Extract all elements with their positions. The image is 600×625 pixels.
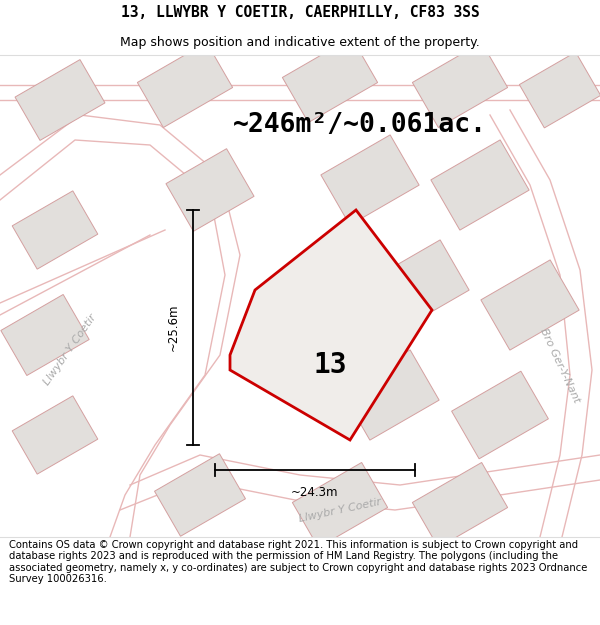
Polygon shape — [341, 350, 439, 440]
Polygon shape — [412, 462, 508, 548]
Text: Llwybr Y Coetir: Llwybr Y Coetir — [298, 496, 382, 524]
Polygon shape — [166, 149, 254, 231]
Text: Map shows position and indicative extent of the property.: Map shows position and indicative extent… — [120, 36, 480, 49]
Text: 13: 13 — [313, 351, 347, 379]
Polygon shape — [431, 140, 529, 230]
Polygon shape — [292, 462, 388, 548]
Polygon shape — [321, 135, 419, 225]
Text: ~246m²/~0.061ac.: ~246m²/~0.061ac. — [233, 112, 487, 138]
Text: Llwybr Y Coetir: Llwybr Y Coetir — [42, 312, 98, 388]
Text: ~24.3m: ~24.3m — [291, 486, 339, 499]
Text: Bro Ger-Y-Nant: Bro Ger-Y-Nant — [538, 326, 581, 404]
Polygon shape — [1, 294, 89, 376]
Polygon shape — [520, 52, 600, 128]
Polygon shape — [137, 42, 233, 127]
Text: ~25.6m: ~25.6m — [167, 304, 179, 351]
Polygon shape — [481, 260, 579, 350]
Polygon shape — [230, 210, 432, 440]
Polygon shape — [12, 396, 98, 474]
Polygon shape — [12, 191, 98, 269]
Polygon shape — [412, 42, 508, 127]
Text: Contains OS data © Crown copyright and database right 2021. This information is : Contains OS data © Crown copyright and d… — [9, 539, 587, 584]
Polygon shape — [283, 38, 377, 122]
Polygon shape — [452, 371, 548, 459]
Polygon shape — [155, 454, 245, 536]
Polygon shape — [371, 240, 469, 330]
Text: 13, LLWYBR Y COETIR, CAERPHILLY, CF83 3SS: 13, LLWYBR Y COETIR, CAERPHILLY, CF83 3S… — [121, 4, 479, 19]
Polygon shape — [15, 59, 105, 141]
